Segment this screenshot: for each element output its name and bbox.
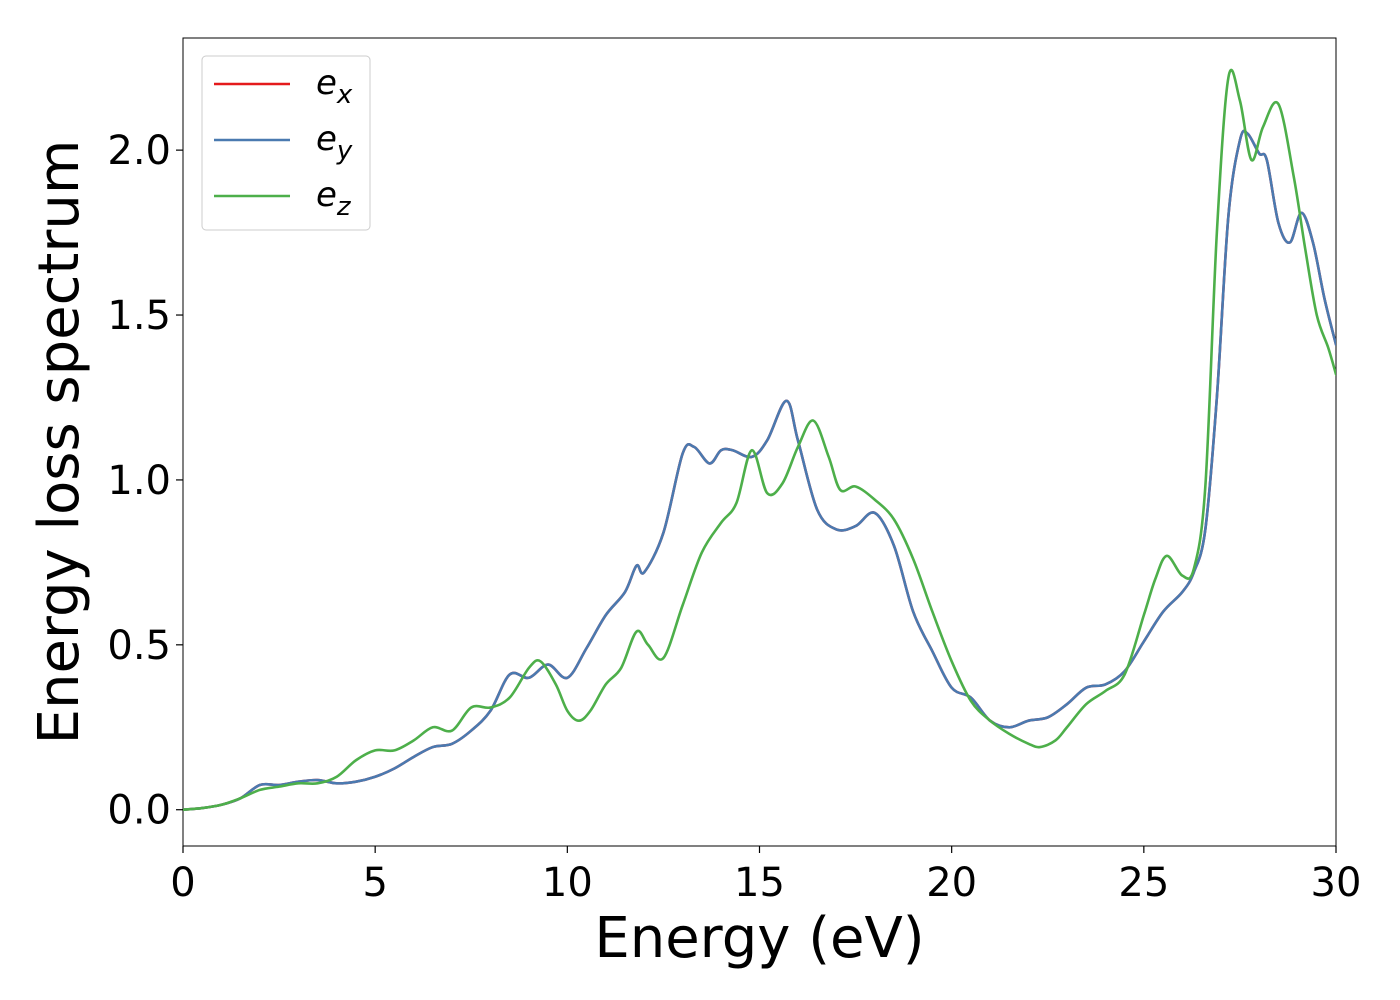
y-tick-label: 1.0 — [107, 458, 171, 504]
plot-area — [182, 37, 1337, 847]
series-line-z — [183, 68, 1336, 812]
series-line-y — [183, 129, 1336, 812]
x-tick-label: 15 — [734, 860, 785, 906]
legend-frame — [201, 55, 371, 231]
series-layer — [183, 68, 1336, 812]
y-tick-label: 1.5 — [107, 293, 171, 339]
legend-label-z: ez — [316, 175, 352, 222]
x-tick-label: 0 — [170, 860, 195, 906]
axes-layer: 0 5 10 15 20 25 30 0.0 0.5 1.0 1.5 2.0 — [107, 128, 1361, 906]
legend-label-y: ey — [316, 119, 353, 166]
x-tick-label: 5 — [362, 860, 387, 906]
x-tick-label: 20 — [926, 860, 977, 906]
y-axis-label: Energy loss spectrum — [27, 140, 92, 745]
x-tick-label: 10 — [542, 860, 593, 906]
legend: ex ey ez — [201, 55, 371, 231]
y-tick-label: 0.0 — [107, 788, 171, 834]
x-axis-label: Energy (eV) — [594, 906, 924, 971]
y-tick-label: 0.5 — [107, 623, 171, 669]
legend-label-x: ex — [316, 63, 353, 110]
x-tick-label: 30 — [1311, 860, 1362, 906]
x-tick-label: 25 — [1118, 860, 1169, 906]
y-tick-label: 2.0 — [107, 128, 171, 174]
